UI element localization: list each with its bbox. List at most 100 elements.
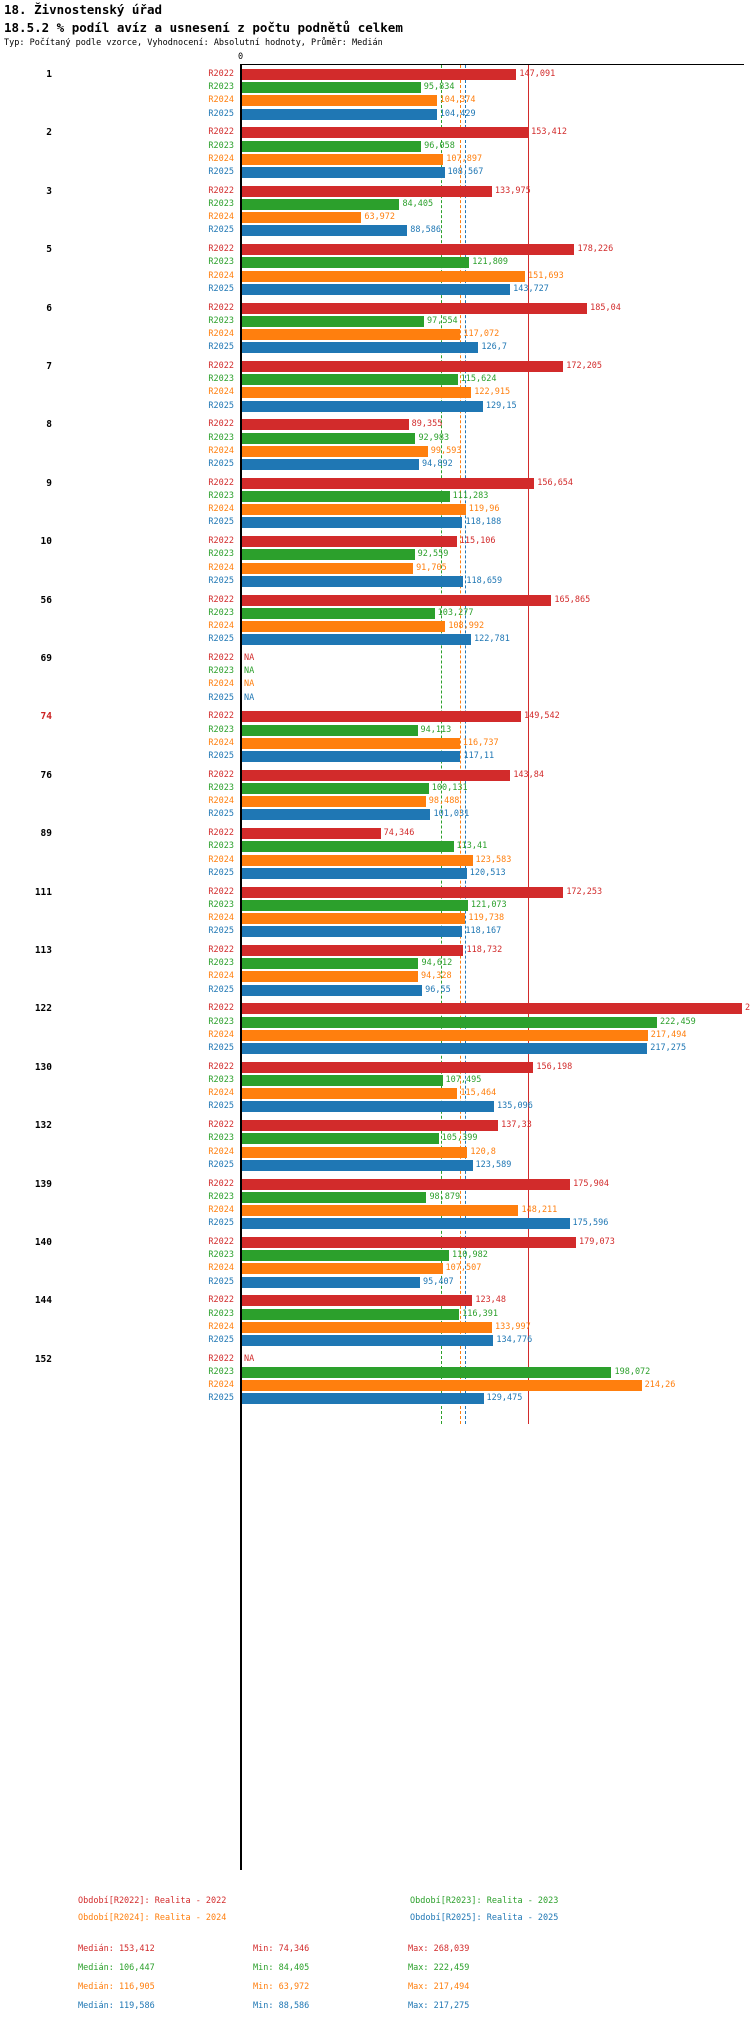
bar-R2024[interactable] (242, 854, 473, 866)
series-label-R2022[interactable]: R2022 (208, 769, 234, 780)
bar-R2025[interactable] (242, 517, 463, 529)
bar-R2025[interactable] (242, 1218, 570, 1230)
series-label-R2024[interactable]: R2024 (208, 679, 234, 690)
series-label-R2023[interactable]: R2023 (208, 1191, 234, 1202)
bar-R2024[interactable] (242, 737, 460, 749)
group-label[interactable]: 139 (34, 1178, 52, 1190)
bar-R2025[interactable] (242, 458, 419, 470)
series-label-R2024[interactable]: R2024 (208, 854, 234, 865)
series-label-R2024[interactable]: R2024 (208, 1029, 234, 1040)
bar-R2025[interactable] (242, 1276, 420, 1288)
bar-R2022[interactable] (242, 1120, 499, 1132)
series-label-R2025[interactable]: R2025 (208, 809, 234, 820)
series-label-R2023[interactable]: R2023 (208, 140, 234, 151)
series-label-R2024[interactable]: R2024 (208, 796, 234, 807)
series-label-R2024[interactable]: R2024 (208, 971, 234, 982)
series-label-R2024[interactable]: R2024 (208, 153, 234, 164)
bar-R2023[interactable] (242, 607, 435, 619)
bar-R2022[interactable] (242, 477, 535, 489)
group-label[interactable]: 6 (46, 302, 52, 314)
series-label-R2023[interactable]: R2023 (208, 1308, 234, 1319)
series-label-R2024[interactable]: R2024 (208, 212, 234, 223)
bar-R2024[interactable] (242, 153, 444, 165)
bar-R2022[interactable] (242, 536, 457, 548)
group-label[interactable]: 152 (34, 1353, 52, 1365)
bar-R2025[interactable] (242, 1042, 648, 1054)
bar-R2022[interactable] (242, 361, 564, 372)
series-label-R2023[interactable]: R2023 (208, 549, 234, 560)
series-label-R2022[interactable]: R2022 (208, 711, 234, 722)
bar-R2022[interactable] (242, 769, 511, 781)
bar-R2022[interactable] (242, 1295, 473, 1307)
series-label-R2025[interactable]: R2025 (208, 926, 234, 937)
legend-item-R2022[interactable]: Období[R2022]: Realita - 2022 (78, 1896, 227, 1906)
bar-R2022[interactable] (242, 1237, 577, 1248)
series-label-R2023[interactable]: R2023 (208, 958, 234, 969)
bar-R2025[interactable] (242, 750, 461, 762)
bar-R2024[interactable] (242, 1263, 443, 1275)
bar-R2025[interactable] (242, 984, 423, 996)
series-label-R2022[interactable]: R2022 (208, 1353, 234, 1364)
group-label[interactable]: 140 (34, 1237, 52, 1248)
series-label-R2025[interactable]: R2025 (208, 1393, 234, 1404)
bar-R2023[interactable] (242, 1074, 443, 1086)
series-label-R2025[interactable]: R2025 (208, 342, 234, 353)
series-label-R2022[interactable]: R2022 (208, 361, 234, 371)
group-label[interactable]: 74 (40, 711, 52, 723)
bar-R2024[interactable] (242, 1088, 458, 1100)
bar-R2023[interactable] (242, 198, 400, 210)
series-label-R2025[interactable]: R2025 (208, 750, 234, 761)
bar-R2022[interactable] (242, 127, 529, 139)
bar-R2024[interactable] (242, 212, 362, 224)
bar-R2024[interactable] (242, 270, 525, 282)
series-label-R2023[interactable]: R2023 (208, 1016, 234, 1027)
series-label-R2022[interactable]: R2022 (208, 419, 234, 430)
group-label[interactable]: 3 (46, 185, 52, 197)
bar-R2022[interactable] (242, 828, 381, 840)
series-label-R2025[interactable]: R2025 (208, 108, 234, 119)
bar-R2024[interactable] (242, 387, 472, 399)
series-label-R2022[interactable]: R2022 (208, 244, 234, 255)
series-label-R2022[interactable]: R2022 (208, 594, 234, 605)
bar-R2025[interactable] (242, 1334, 494, 1346)
bar-R2022[interactable] (242, 69, 517, 80)
series-label-R2022[interactable]: R2022 (208, 185, 234, 196)
bar-R2023[interactable] (242, 82, 421, 94)
bar-R2023[interactable] (242, 1366, 612, 1378)
bar-R2023[interactable] (242, 315, 424, 327)
bar-R2024[interactable] (242, 620, 446, 632)
bar-R2022[interactable] (242, 1061, 534, 1073)
series-label-R2025[interactable]: R2025 (208, 575, 234, 586)
group-label[interactable]: 111 (34, 886, 52, 898)
series-label-R2025[interactable]: R2025 (208, 283, 234, 294)
bar-R2022[interactable] (242, 886, 564, 898)
series-label-R2022[interactable]: R2022 (208, 69, 234, 79)
bar-R2025[interactable] (242, 575, 464, 587)
series-label-R2023[interactable]: R2023 (208, 724, 234, 735)
series-label-R2025[interactable]: R2025 (208, 692, 234, 703)
bar-R2025[interactable] (242, 400, 483, 412)
group-label[interactable]: 8 (46, 419, 52, 431)
group-label[interactable]: 5 (46, 244, 52, 256)
group-label[interactable]: 113 (34, 945, 52, 956)
bar-R2023[interactable] (242, 1133, 439, 1145)
group-label[interactable]: 130 (34, 1061, 52, 1073)
series-label-R2022[interactable]: R2022 (208, 1120, 234, 1131)
series-label-R2024[interactable]: R2024 (208, 328, 234, 339)
series-label-R2022[interactable]: R2022 (208, 653, 234, 663)
series-label-R2024[interactable]: R2024 (208, 1380, 234, 1391)
series-label-R2024[interactable]: R2024 (208, 1088, 234, 1099)
bar-R2025[interactable] (242, 634, 472, 646)
series-label-R2025[interactable]: R2025 (208, 517, 234, 528)
series-label-R2024[interactable]: R2024 (208, 445, 234, 456)
bar-R2024[interactable] (242, 912, 466, 924)
series-label-R2025[interactable]: R2025 (208, 1159, 234, 1170)
series-label-R2025[interactable]: R2025 (208, 984, 234, 995)
bar-R2022[interactable] (242, 594, 552, 606)
series-label-R2024[interactable]: R2024 (208, 1321, 234, 1332)
series-label-R2023[interactable]: R2023 (208, 899, 234, 910)
legend-item-R2024[interactable]: Období[R2024]: Realita - 2024 (78, 1913, 227, 1923)
series-label-R2023[interactable]: R2023 (208, 374, 234, 385)
bar-R2024[interactable] (242, 95, 437, 107)
bar-R2025[interactable] (242, 809, 431, 821)
